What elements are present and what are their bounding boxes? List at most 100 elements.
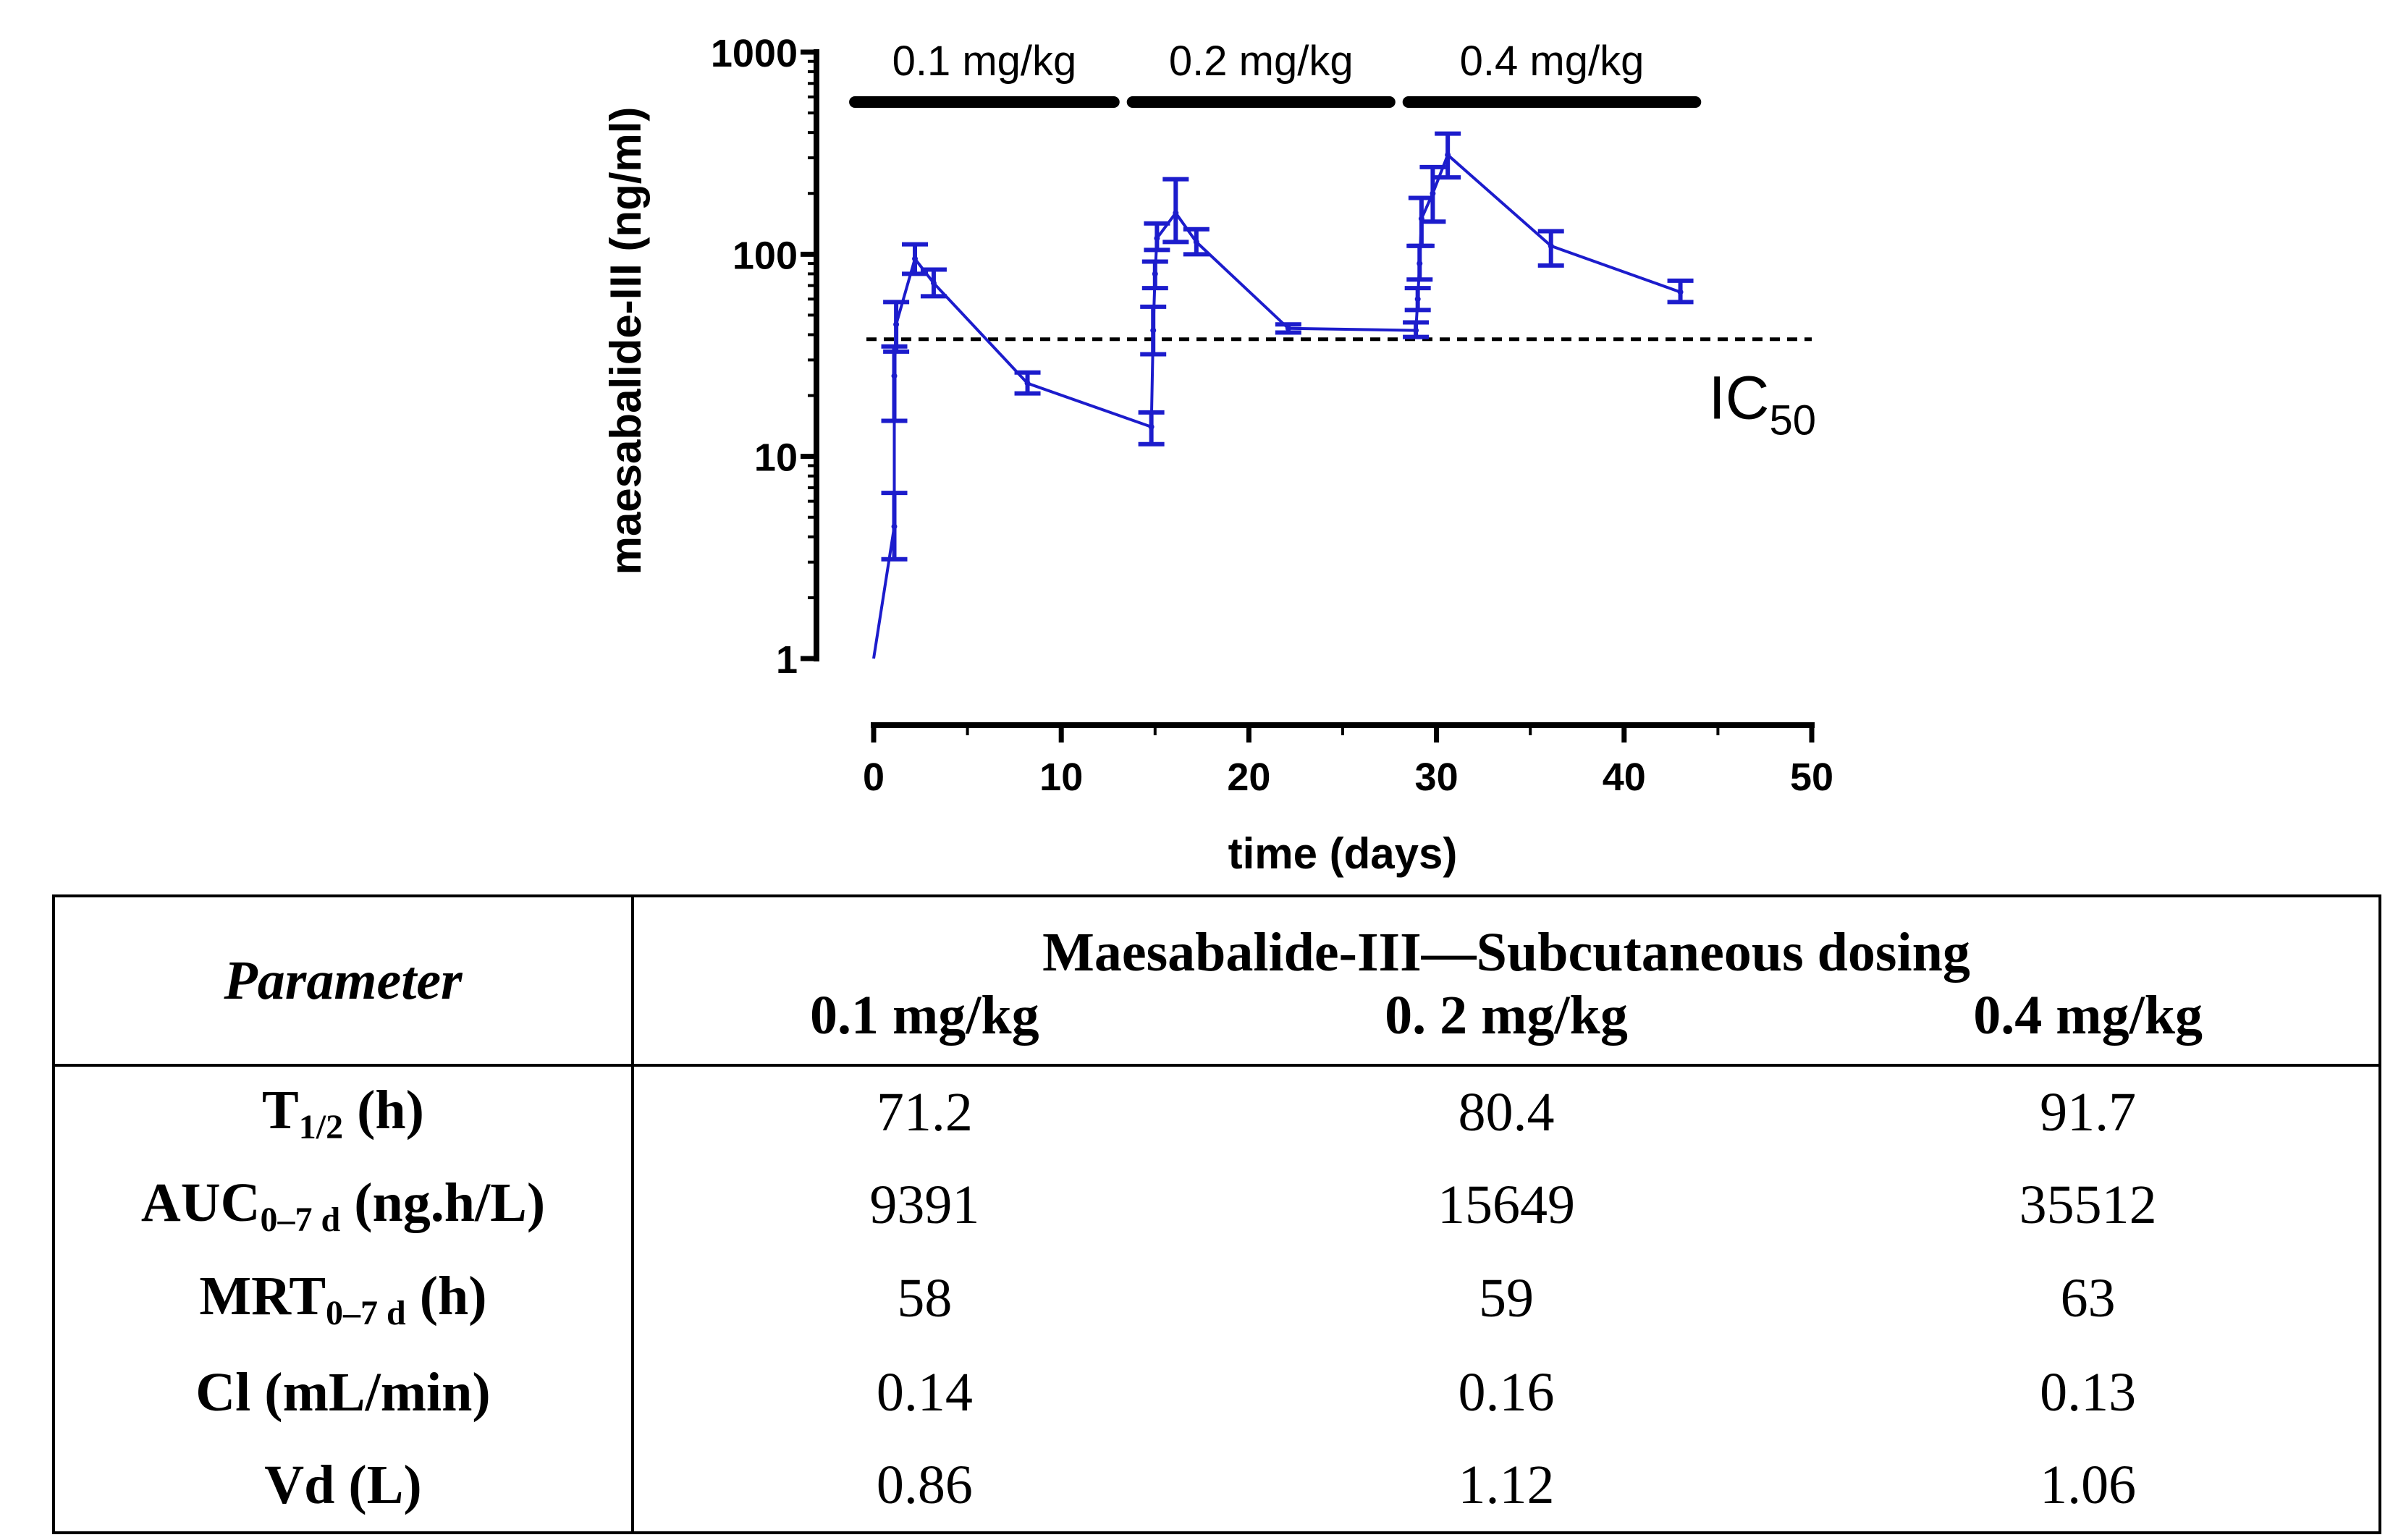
error-bar [1183, 227, 1210, 257]
table-cell: 59 [1478, 1268, 1534, 1329]
data-point [1173, 210, 1179, 216]
error-bar [881, 344, 908, 423]
table-row: Vd (L) 0.86 1.12 1.06 [54, 1439, 2380, 1533]
table-cell: 35512 [2019, 1175, 2157, 1236]
y-ticks: 1 10 100 1000 [711, 32, 816, 682]
dose-period-label: 0.1 mg/kg [892, 38, 1077, 85]
dose-header: 0.4 mg/kg [1797, 984, 2380, 1067]
dose-header: 0. 2 mg/kg [1215, 984, 1798, 1067]
y-tick-label: 100 [733, 234, 798, 277]
data-point [893, 321, 900, 328]
parameter-header: Parameter [54, 896, 634, 1067]
y-tick-label: 1000 [711, 32, 798, 75]
y-tick-label: 1 [776, 638, 798, 682]
x-tick-label: 0 [863, 756, 885, 799]
error-bar [1162, 177, 1189, 245]
table-row: AUC0–7 d (ng.h/L) 9391 15649 35512 [54, 1159, 2380, 1253]
data-point [1430, 190, 1436, 197]
data-point [1677, 289, 1684, 295]
error-bar [1419, 164, 1446, 224]
data-point [1414, 296, 1421, 302]
error-bar [881, 491, 908, 562]
table-cell: 1.06 [2040, 1454, 2137, 1515]
x-tick-label: 30 [1415, 756, 1459, 799]
data-point [1445, 152, 1451, 158]
table-cell: 0.14 [876, 1361, 973, 1423]
table-cell: 91.7 [2040, 1082, 2137, 1143]
x-tick-label: 20 [1227, 756, 1270, 799]
y-axis-title: maesabalide-III (ng/ml) [601, 107, 650, 575]
y-tick-label: 10 [754, 436, 798, 480]
data-point [930, 280, 937, 287]
data-point [1152, 271, 1158, 277]
data-point [1548, 242, 1554, 249]
dose-period-label: 0.4 mg/kg [1460, 38, 1645, 85]
row-label: AUC0–7 d (ng.h/L) [54, 1159, 634, 1253]
row-label-main: MRT [199, 1265, 326, 1327]
data-series [872, 131, 1694, 659]
table-cell: 9391 [869, 1175, 980, 1236]
error-bar [1537, 229, 1564, 268]
row-label-main: AUC [140, 1172, 261, 1233]
error-bar [1014, 370, 1041, 396]
x-ticks: 0 10 20 30 40 50 [863, 725, 1833, 799]
ic50-label: IC50 [1708, 364, 1816, 444]
data-point [1193, 239, 1199, 245]
x-tick-label: 40 [1603, 756, 1646, 799]
dose-period-bars: 0.1 mg/kg 0.2 mg/kg 0.4 mg/kg [849, 38, 1702, 108]
error-bar [1275, 322, 1301, 335]
error-bar [920, 267, 947, 299]
error-bar [902, 242, 929, 276]
table-cell: 58 [897, 1268, 953, 1329]
dose-period-label: 0.2 mg/kg [1169, 38, 1354, 85]
table-cell: 80.4 [1458, 1082, 1555, 1143]
y-axis: 1 10 100 1000 [711, 32, 819, 682]
ic50-label-main: IC [1708, 364, 1769, 432]
data-point [1285, 325, 1291, 331]
row-label-main: T [262, 1079, 299, 1141]
data-point [891, 373, 898, 379]
table-cell: 1.12 [1458, 1454, 1555, 1515]
row-label-suffix: (h) [405, 1265, 487, 1327]
error-bar [1406, 243, 1433, 282]
table-cell: 0.16 [1458, 1361, 1555, 1423]
error-bar [1141, 259, 1168, 291]
row-label-main: Cl (mL/min) [195, 1361, 491, 1423]
x-axis-title: time (days) [1228, 829, 1458, 878]
pk-parameters-table: Parameter Maesabalide-III—Subcutaneous d… [52, 894, 2381, 1534]
data-point [891, 523, 898, 530]
data-point [1024, 380, 1031, 386]
error-bar [1403, 320, 1430, 339]
error-bar [1140, 304, 1167, 357]
x-axis: 0 10 20 30 40 50 [863, 722, 1833, 799]
dosing-group-header: Maesabalide-III—Subcutaneous dosing [1042, 922, 1970, 983]
error-bar [1144, 221, 1170, 253]
error-bar [1404, 286, 1431, 313]
row-label-subscript: 0–7 d [260, 1200, 341, 1239]
data-point [1417, 261, 1423, 267]
row-label-subscript: 0–7 d [326, 1293, 406, 1332]
table-row: MRT0–7 d (h) 58 59 63 [54, 1252, 2380, 1346]
table-cell: 71.2 [876, 1082, 973, 1143]
row-label: MRT0–7 d (h) [54, 1252, 634, 1346]
error-bar [1138, 410, 1165, 447]
row-label: Vd (L) [54, 1439, 634, 1533]
error-bar [1667, 278, 1694, 305]
table-cell: 0.13 [2040, 1361, 2137, 1423]
row-label-subscript: 1/2 [298, 1107, 344, 1146]
table-row: T1/2 (h) 71.2 80.4 91.7 [54, 1065, 2380, 1159]
error-bar [883, 300, 910, 354]
row-label-suffix: (h) [343, 1079, 424, 1141]
table-row: Cl (mL/min) 0.14 0.16 0.13 [54, 1345, 2380, 1439]
table-cell: 63 [2060, 1268, 2116, 1329]
x-tick-label: 10 [1039, 756, 1083, 799]
data-point [912, 255, 919, 262]
dose-header: 0.1 mg/kg [633, 984, 1215, 1067]
row-label-suffix: (ng.h/L) [340, 1172, 546, 1233]
x-tick-label: 50 [1790, 756, 1833, 799]
table-cell: 15649 [1437, 1175, 1575, 1236]
data-point [1413, 327, 1419, 334]
row-label: T1/2 (h) [54, 1065, 634, 1159]
table-cell: 0.86 [876, 1454, 973, 1515]
